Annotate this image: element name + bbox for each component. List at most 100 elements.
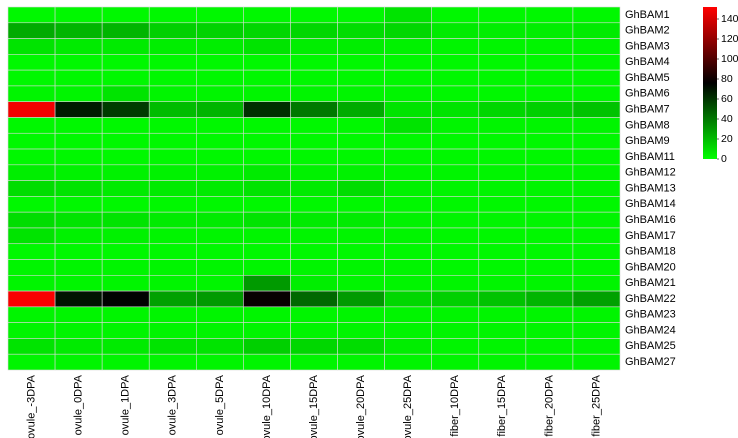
heatmap-cell xyxy=(290,259,338,276)
column-label: ovule_25DPA xyxy=(402,374,414,438)
heatmap-cell xyxy=(290,54,338,71)
heatmap-cell xyxy=(478,259,527,276)
row-label: GhBAM4 xyxy=(625,56,670,68)
heatmap-cell xyxy=(101,54,150,71)
heatmap-cell xyxy=(384,322,432,339)
heatmap-cell xyxy=(290,180,338,197)
heatmap-cell xyxy=(101,69,150,87)
heatmap-cell xyxy=(572,132,621,150)
heatmap-cell xyxy=(431,243,480,260)
heatmap-cell xyxy=(243,180,291,197)
heatmap-cell xyxy=(54,54,103,71)
heatmap-cell xyxy=(148,54,197,71)
heatmap-cell xyxy=(148,243,197,260)
heatmap-cell xyxy=(384,338,432,355)
heatmap-cell xyxy=(196,259,244,276)
heatmap-cell xyxy=(384,164,432,181)
heatmap-cell xyxy=(337,101,385,118)
heatmap-cell xyxy=(384,180,432,197)
heatmap-cell xyxy=(54,6,103,24)
heatmap-cell xyxy=(148,353,197,371)
heatmap-cell xyxy=(290,69,338,87)
heatmap-cell xyxy=(290,117,338,134)
heatmap-cell xyxy=(196,164,244,181)
heatmap-cell xyxy=(101,22,150,39)
heatmap-cell xyxy=(54,38,103,55)
heatmap-cell xyxy=(7,290,56,308)
heatmap-cell xyxy=(196,211,244,229)
heatmap-cell xyxy=(54,180,103,197)
heatmap-cell xyxy=(196,38,244,55)
colorbar-tick-label: 40 xyxy=(721,113,733,125)
heatmap-cell xyxy=(243,132,291,150)
heatmap-cell xyxy=(54,69,103,87)
heatmap-cell xyxy=(243,211,291,229)
heatmap-cell xyxy=(54,290,103,308)
heatmap-cell xyxy=(572,38,621,55)
heatmap-cell xyxy=(54,322,103,339)
column-label: ovule_15DPA xyxy=(308,374,320,438)
heatmap-cell xyxy=(7,322,56,339)
heatmap-cell xyxy=(337,54,385,71)
heatmap-cell xyxy=(478,69,527,87)
row-label: GhBAM24 xyxy=(625,324,676,336)
heatmap-cell xyxy=(478,322,527,339)
heatmap-cell xyxy=(243,6,291,24)
heatmap-cell xyxy=(478,85,527,102)
heatmap-cell xyxy=(148,306,197,323)
heatmap-cell xyxy=(101,275,150,292)
heatmap-cell xyxy=(384,117,432,134)
heatmap-cell xyxy=(196,69,244,87)
heatmap-cell xyxy=(7,259,56,276)
heatmap-cell xyxy=(7,353,56,371)
heatmap-cell xyxy=(54,196,103,213)
heatmap-cell xyxy=(7,38,56,55)
heatmap-cell xyxy=(572,6,621,24)
heatmap-cell xyxy=(337,322,385,339)
row-label: GhBAM9 xyxy=(625,135,670,147)
heatmap-cell xyxy=(196,290,244,308)
heatmap-cell xyxy=(148,69,197,87)
heatmap-cell xyxy=(196,322,244,339)
row-label: GhBAM25 xyxy=(625,340,676,352)
heatmap-cell xyxy=(384,6,432,24)
heatmap-cell xyxy=(572,22,621,39)
heatmap-cell xyxy=(431,180,480,197)
heatmap-cell xyxy=(384,196,432,213)
heatmap-cell xyxy=(572,259,621,276)
heatmap-cell xyxy=(478,132,527,150)
heatmap-cell xyxy=(525,148,574,166)
heatmap-cell xyxy=(54,164,103,181)
heatmap-cell xyxy=(7,227,56,245)
heatmap-cell xyxy=(101,338,150,355)
heatmap-cell xyxy=(196,243,244,260)
heatmap-cell xyxy=(384,211,432,229)
heatmap-cell xyxy=(572,290,621,308)
heatmap-cell xyxy=(54,338,103,355)
row-label: GhBAM11 xyxy=(625,151,675,163)
row-label: GhBAM16 xyxy=(625,214,676,226)
heatmap-cell xyxy=(525,164,574,181)
heatmap-cell xyxy=(525,243,574,260)
heatmap-cell xyxy=(196,117,244,134)
heatmap-cell xyxy=(243,196,291,213)
heatmap-cell xyxy=(431,117,480,134)
heatmap-cell xyxy=(54,85,103,102)
column-label: fiber_15DPA xyxy=(496,374,508,436)
heatmap-cell xyxy=(384,22,432,39)
heatmap-cell xyxy=(101,164,150,181)
heatmap-cell xyxy=(572,322,621,339)
heatmap-cell xyxy=(431,290,480,308)
heatmap-cell xyxy=(290,148,338,166)
heatmap-cell xyxy=(148,275,197,292)
heatmap-cell xyxy=(478,180,527,197)
heatmap-cell xyxy=(478,22,527,39)
heatmap-cell xyxy=(525,227,574,245)
heatmap-cell xyxy=(478,290,527,308)
heatmap-cell xyxy=(54,148,103,166)
row-label: GhBAM21 xyxy=(625,277,676,289)
heatmap-cell xyxy=(243,54,291,71)
column-label: fiber_20DPA xyxy=(543,374,555,436)
heatmap-cell xyxy=(478,148,527,166)
